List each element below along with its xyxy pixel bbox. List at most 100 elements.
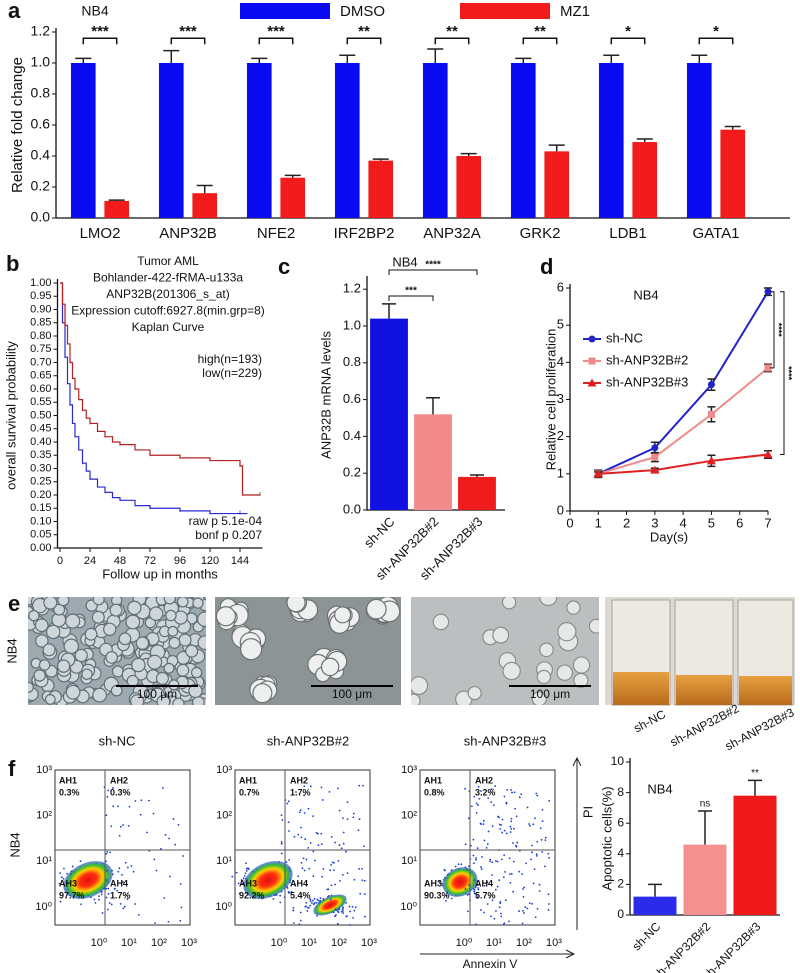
- flow-event: [475, 802, 478, 805]
- flow-event: [540, 838, 543, 841]
- flow-event: [501, 818, 504, 821]
- flow-event: [119, 903, 122, 905]
- flow-event: [481, 856, 483, 858]
- flow-event: [112, 805, 115, 808]
- legend-label: MZ1: [560, 3, 590, 20]
- flow-event: [512, 842, 514, 844]
- flow-event: [342, 817, 344, 820]
- flow-event: [473, 892, 476, 895]
- y-tick-label: 10¹: [401, 855, 417, 867]
- flow-event: [122, 907, 125, 910]
- flow-event: [106, 850, 109, 853]
- y-tick-label: 8: [617, 785, 624, 799]
- flow-event: [460, 863, 463, 866]
- y-tick-label: 0.20: [30, 489, 51, 501]
- flow-event: [332, 869, 335, 872]
- y-tick-label: 10²: [216, 810, 232, 822]
- x-tick-label: 3: [651, 515, 658, 530]
- flow-event: [105, 869, 108, 872]
- cell: [42, 643, 56, 657]
- scale-label: 100 μm: [530, 687, 570, 701]
- marker: [587, 378, 597, 387]
- flow-event: [298, 811, 301, 814]
- flow-event: [342, 831, 345, 834]
- flow-event: [174, 843, 177, 846]
- flow-event: [547, 909, 550, 911]
- cell: [63, 638, 80, 655]
- series-line: [60, 282, 260, 496]
- flow-event: [518, 796, 521, 799]
- significance-bracket: [780, 291, 785, 456]
- flow-event: [109, 851, 112, 854]
- bar: [70, 63, 96, 218]
- y-tick-label: 4: [557, 354, 564, 369]
- bar: [510, 63, 536, 218]
- flow-event: [245, 869, 248, 872]
- flow-events: [58, 786, 184, 924]
- flow-event: [146, 831, 148, 834]
- flow-event: [322, 868, 325, 870]
- marker: [706, 456, 716, 465]
- marker: [588, 357, 596, 365]
- significance-bracket: [346, 37, 382, 45]
- cells: [28, 597, 599, 705]
- micrograph-cells: [411, 597, 599, 705]
- chart-title: NB4: [392, 254, 417, 269]
- y-tick-label: 0.8: [31, 85, 51, 101]
- bar: [370, 318, 408, 510]
- flow-event: [500, 858, 503, 861]
- significance-bracket: [82, 37, 118, 45]
- flow-event: [124, 861, 127, 864]
- y-tick-label: 0.4: [31, 147, 51, 163]
- flow-event: [538, 883, 541, 886]
- y-tick-label: 1.00: [30, 277, 51, 289]
- significance-label: **: [751, 768, 759, 779]
- flow-event: [547, 893, 550, 896]
- flow-event: [328, 790, 331, 793]
- cell: [168, 636, 181, 649]
- flow-event: [450, 897, 453, 900]
- flow-event: [311, 902, 313, 904]
- flow-event: [66, 872, 68, 875]
- marker: [763, 450, 773, 459]
- flow-event: [547, 852, 550, 855]
- x-tick-label: 10¹: [301, 937, 317, 949]
- series-line: [597, 291, 769, 475]
- flow-event: [231, 875, 234, 878]
- y-tick-label: 0.90: [30, 303, 51, 315]
- y-tick-label: 10⁰: [400, 901, 417, 913]
- flow-event: [539, 827, 542, 830]
- flow-event: [334, 908, 337, 911]
- flow-event: [526, 907, 529, 910]
- flow-event: [320, 843, 323, 846]
- flow-event: [352, 916, 354, 919]
- y-tick-label: 0.6: [31, 116, 51, 132]
- flow-event: [312, 850, 315, 853]
- row-label: NB4: [4, 638, 19, 663]
- flow-event: [330, 884, 333, 887]
- error-bar: [251, 57, 268, 63]
- flow-event: [334, 915, 336, 918]
- cell: [185, 644, 199, 658]
- y-tick-label: 0.8: [343, 354, 361, 369]
- y-tick-label: 10⁰: [215, 901, 232, 913]
- flow-event: [473, 890, 476, 893]
- y-tick-label: 0.25: [30, 476, 51, 488]
- flow-event: [548, 857, 550, 859]
- y-tick-label: 10: [611, 754, 625, 768]
- flow-event: [119, 825, 122, 828]
- flow-event: [309, 785, 312, 788]
- flow-event: [523, 886, 526, 889]
- flow-event: [496, 860, 499, 863]
- flow-event: [531, 902, 534, 905]
- flow-event: [240, 879, 243, 881]
- flow-event: [486, 881, 489, 884]
- bar: [334, 63, 360, 218]
- flow-event: [313, 897, 316, 900]
- flow-event: [110, 825, 113, 828]
- significance-label: ***: [405, 286, 417, 297]
- y-axis-label: ANP32B mRNA levels: [318, 331, 333, 459]
- cell: [35, 634, 49, 648]
- flow-event: [327, 888, 330, 891]
- flow-event: [510, 873, 513, 875]
